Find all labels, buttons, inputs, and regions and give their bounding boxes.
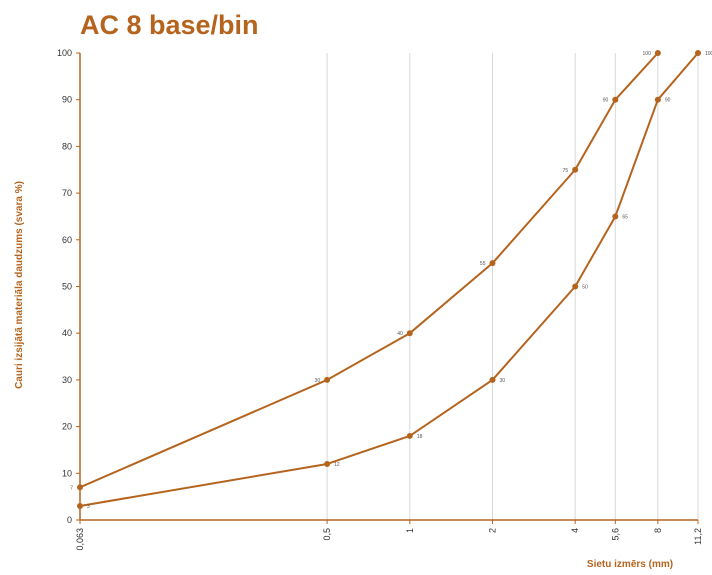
data-point <box>612 213 619 220</box>
data-point <box>324 460 331 467</box>
data-label: 40 <box>397 331 403 337</box>
data-point <box>77 484 83 491</box>
y-tick-label: 10 <box>62 468 72 478</box>
data-label: 55 <box>480 261 486 267</box>
data-label: 100 <box>643 51 652 57</box>
tick-labels: 0,063 0,5 1 2 4 5,6 8 11,2010203040506070809010… <box>57 48 703 551</box>
y-tick-label: 100 <box>57 48 72 58</box>
x-tick-label: 2 <box>487 528 497 533</box>
y-tick-label: 0 <box>67 515 72 525</box>
data-point <box>654 50 661 56</box>
data-point <box>77 502 83 509</box>
y-tick-label: 20 <box>62 422 72 432</box>
y-tick-label: 50 <box>62 282 72 292</box>
data-label: 90 <box>665 98 671 104</box>
data-point <box>572 166 579 173</box>
data-point <box>489 260 496 267</box>
data-point <box>406 330 413 337</box>
x-tick-label: 1 <box>405 528 415 533</box>
data-label: 18 <box>417 434 423 440</box>
grid-lines <box>79 53 699 520</box>
data-label: 30 <box>315 378 321 384</box>
data-label: 30 <box>499 378 505 384</box>
data-point <box>572 283 579 290</box>
data-label: 90 <box>603 98 609 104</box>
y-tick-label: 60 <box>62 235 72 245</box>
data-label: 3 <box>87 504 90 510</box>
x-tick-label: 4 <box>570 528 580 533</box>
data-label: 7 <box>70 485 73 491</box>
data-label: 100 <box>705 51 712 57</box>
y-tick-label: 80 <box>62 141 72 151</box>
data-point <box>695 50 701 56</box>
data-point <box>324 376 331 383</box>
series-2-line <box>79 52 699 507</box>
data-label: 75 <box>563 168 569 174</box>
x-tick-label: 5,6 <box>610 528 620 541</box>
x-tick-label: 0,5 <box>322 528 332 541</box>
x-tick-label: 11,2 <box>693 528 703 545</box>
y-tick-label: 40 <box>62 328 72 338</box>
x-tick-label: 8 <box>653 528 663 533</box>
y-tick-label: 90 <box>62 95 72 105</box>
data-label: 65 <box>622 214 628 220</box>
data-label: 50 <box>582 285 588 291</box>
y-axis-label: Cauri izsijātā materiāla daudzums (svara… <box>14 181 25 389</box>
data-point <box>654 96 661 103</box>
axes <box>76 52 699 524</box>
y-tick-label: 70 <box>62 188 72 198</box>
data-point <box>612 96 619 103</box>
data-point <box>489 376 496 383</box>
series-1-line <box>79 52 659 489</box>
x-tick-label: 0,063 <box>75 528 85 551</box>
x-axis-label: Sietu izmērs (mm) <box>587 559 673 570</box>
series-lines: 7 30 40 55 75 90 100 3 12 18 30 50 65 90 100 <box>70 50 712 510</box>
chart-title: AC 8 base/bin <box>80 10 259 40</box>
data-point <box>406 432 413 439</box>
y-tick-label: 30 <box>62 375 72 385</box>
data-label: 12 <box>334 462 340 468</box>
